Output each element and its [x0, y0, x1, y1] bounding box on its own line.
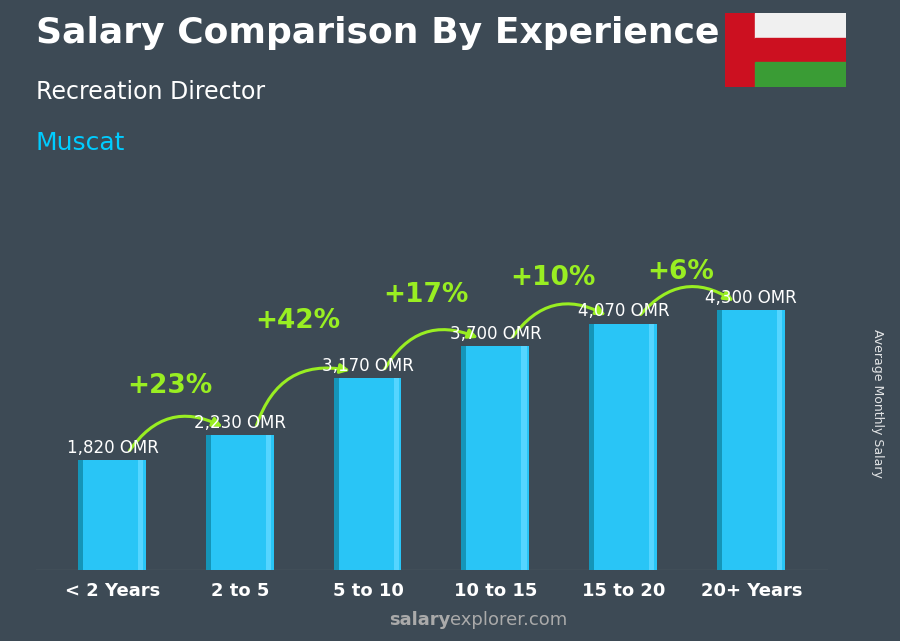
Text: 2,230 OMR: 2,230 OMR — [194, 414, 286, 432]
Bar — [590, 324, 657, 570]
Text: +42%: +42% — [256, 308, 340, 334]
Bar — [521, 346, 526, 570]
Bar — [334, 378, 338, 570]
Bar — [206, 435, 211, 570]
Text: +23%: +23% — [128, 372, 212, 399]
Text: +17%: +17% — [382, 282, 468, 308]
Text: explorer.com: explorer.com — [450, 612, 567, 629]
Bar — [335, 378, 401, 570]
Text: salary: salary — [389, 612, 450, 629]
Text: +10%: +10% — [510, 265, 596, 292]
Bar — [755, 62, 846, 87]
Bar — [79, 460, 146, 570]
Text: 4,070 OMR: 4,070 OMR — [578, 303, 670, 320]
Bar — [139, 460, 143, 570]
Text: Recreation Director: Recreation Director — [36, 80, 266, 104]
Bar — [590, 324, 594, 570]
Text: Average Monthly Salary: Average Monthly Salary — [871, 329, 884, 478]
Text: 3,700 OMR: 3,700 OMR — [450, 325, 542, 343]
Text: 4,300 OMR: 4,300 OMR — [706, 288, 797, 306]
Bar — [755, 13, 846, 38]
Bar — [207, 435, 274, 570]
Text: +6%: +6% — [648, 260, 715, 285]
Bar — [717, 310, 722, 570]
Text: Muscat: Muscat — [36, 131, 125, 155]
Bar — [755, 38, 846, 62]
Bar — [724, 13, 755, 87]
Bar — [266, 435, 271, 570]
Bar — [462, 346, 466, 570]
Bar — [649, 324, 654, 570]
Bar — [777, 310, 782, 570]
Bar — [463, 346, 529, 570]
Bar — [393, 378, 399, 570]
Text: 3,170 OMR: 3,170 OMR — [322, 357, 414, 375]
Text: Salary Comparison By Experience: Salary Comparison By Experience — [36, 16, 719, 50]
Bar — [718, 310, 785, 570]
Text: 1,820 OMR: 1,820 OMR — [67, 439, 158, 457]
Bar — [78, 460, 84, 570]
